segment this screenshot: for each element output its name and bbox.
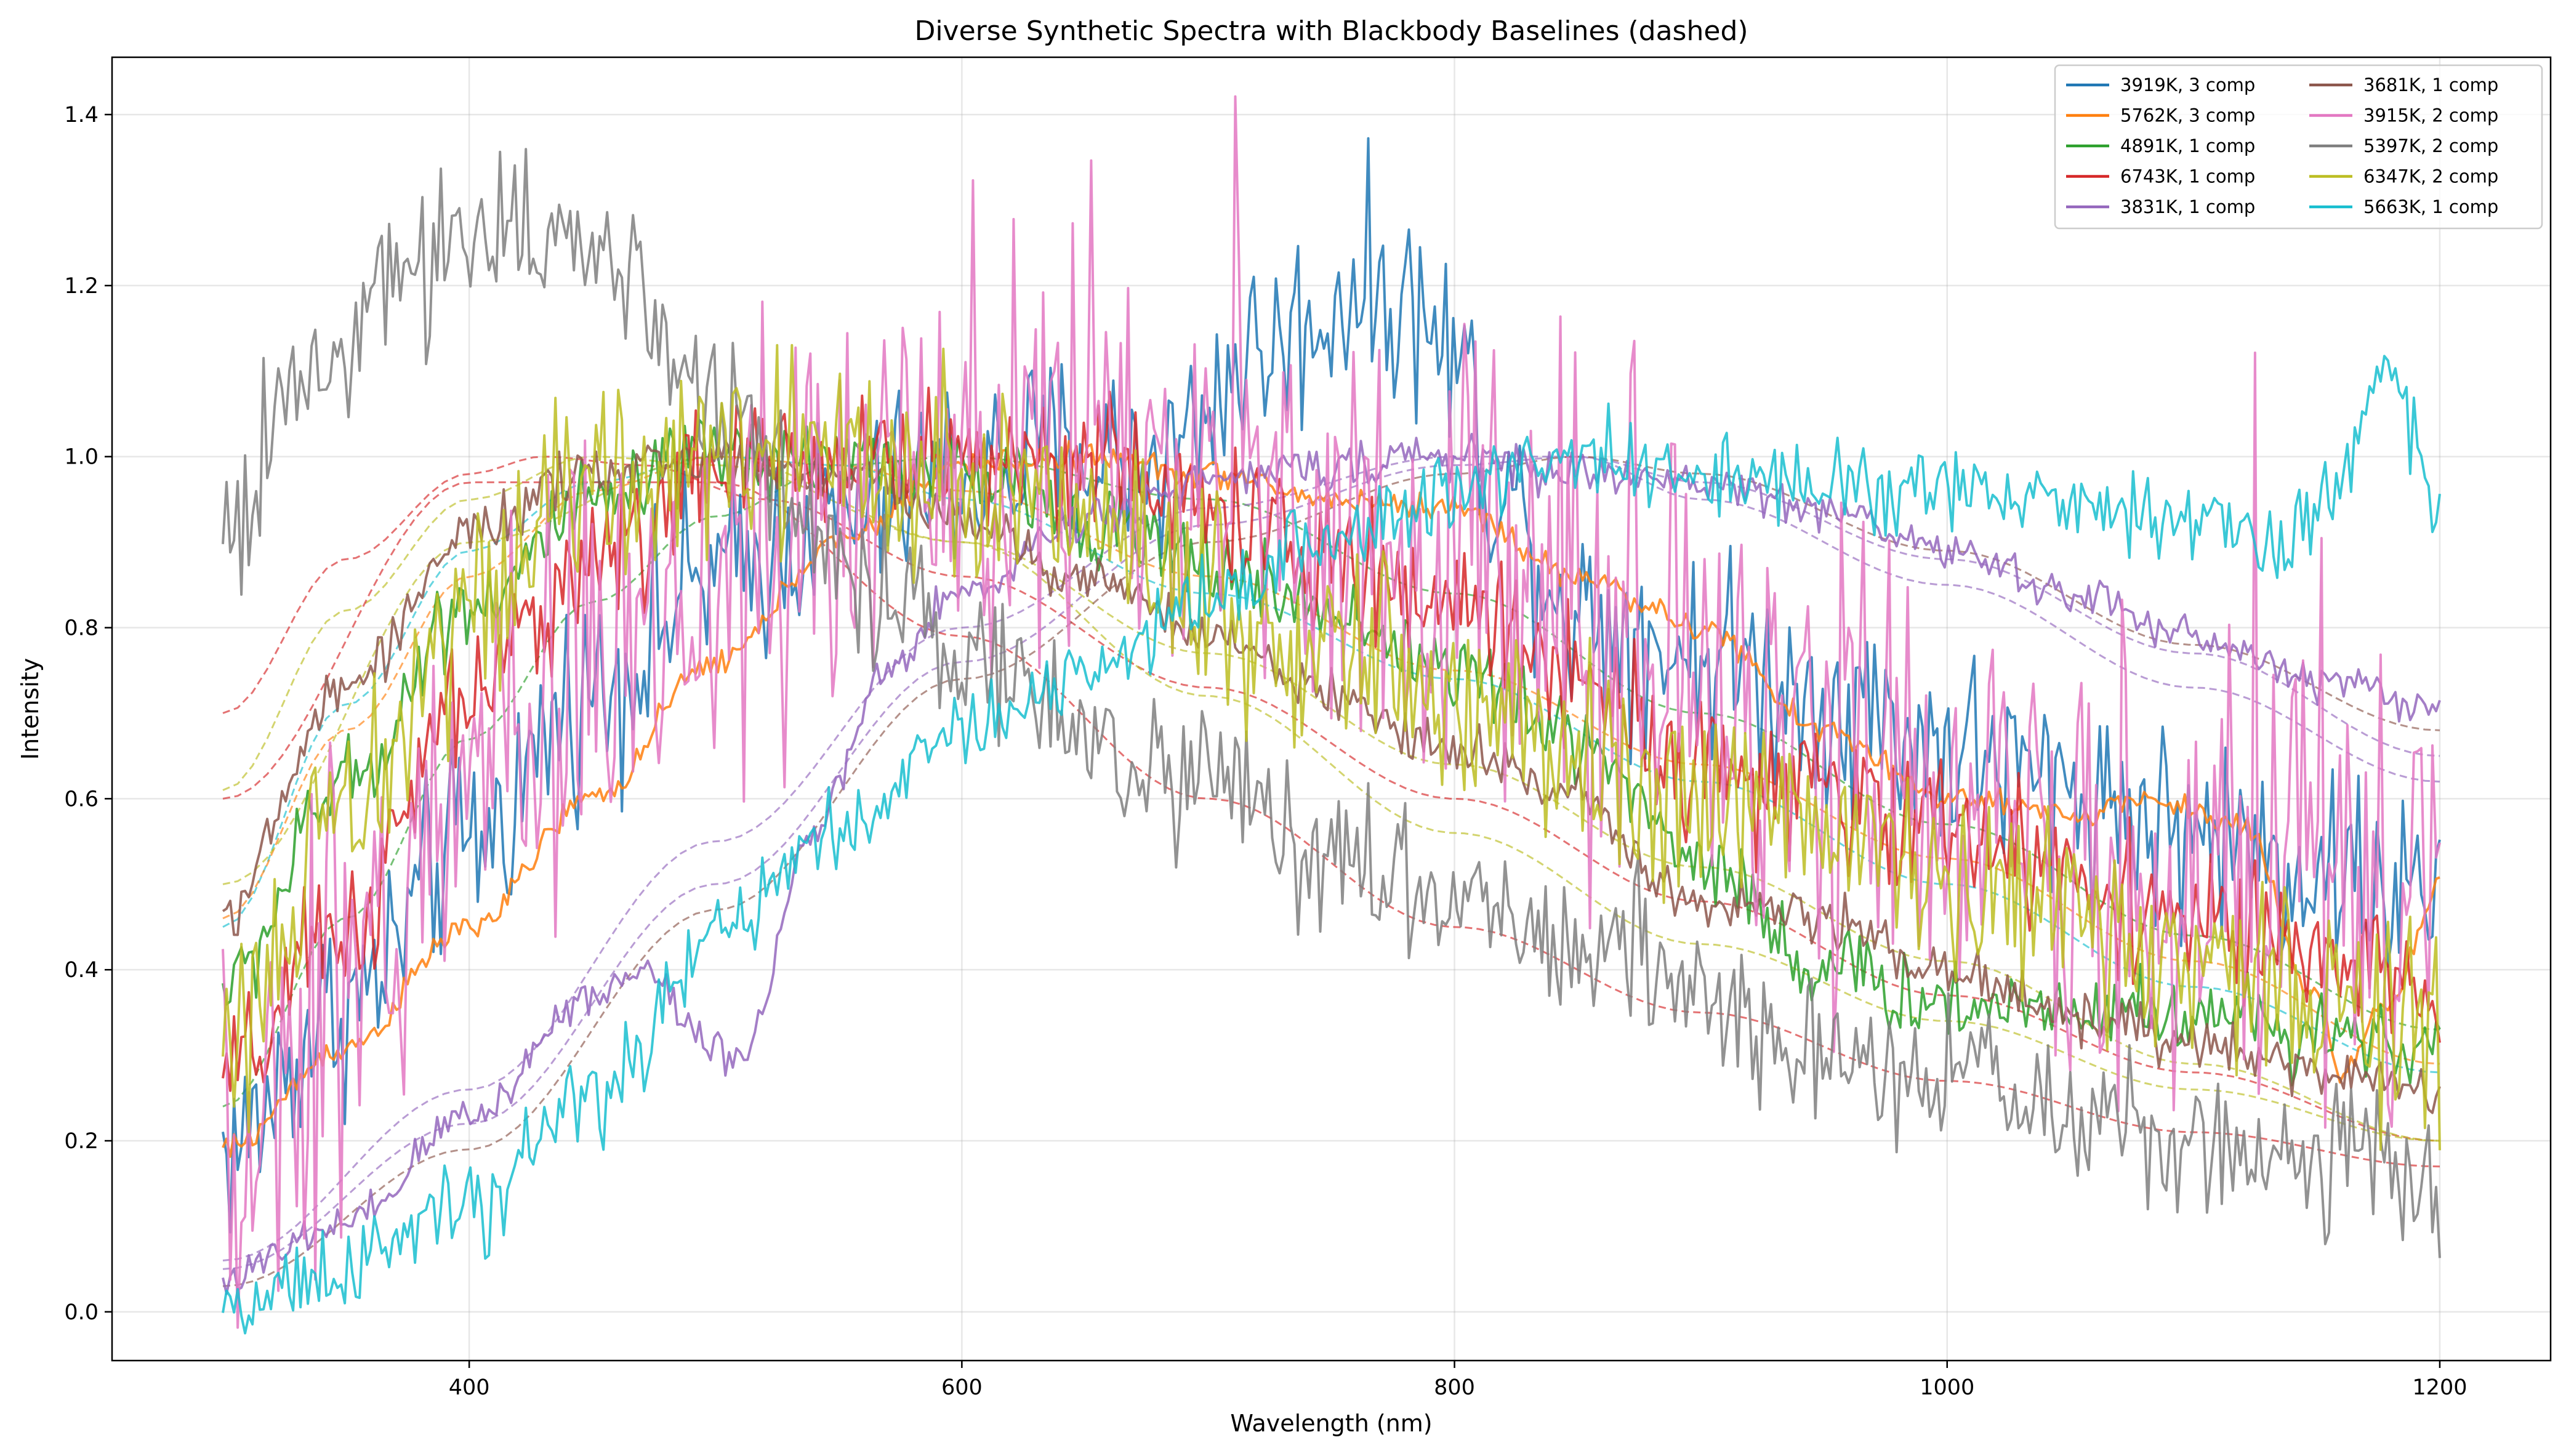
legend-label: 6347K, 2 comp: [2363, 166, 2498, 187]
legend-label: 4891K, 1 comp: [2120, 135, 2255, 156]
legend-label: 3919K, 3 comp: [2120, 74, 2255, 95]
legend-label: 3831K, 1 comp: [2120, 196, 2255, 217]
baseline-line: [222, 456, 2440, 1142]
x-tick-label: 600: [941, 1375, 983, 1400]
legend-label: 5762K, 3 comp: [2120, 105, 2255, 126]
x-tick-label: 1000: [1920, 1375, 1974, 1400]
chart-title: Diverse Synthetic Spectra with Blackbody…: [914, 15, 1748, 47]
baseline-line: [222, 456, 2440, 1270]
y-tick-label: 0.8: [64, 616, 99, 641]
y-tick-label: 0.6: [64, 787, 99, 811]
series-line: [222, 355, 2441, 1335]
y-tick-label: 0.4: [64, 958, 99, 983]
y-axis-ticks: 0.0 0.2 0.4 0.6 0.8 1.0 1.2 1.4: [64, 103, 112, 1325]
series-line: [222, 344, 2441, 1151]
spectra-series: [222, 95, 2441, 1335]
y-tick-label: 0.2: [64, 1129, 99, 1154]
series-line: [222, 137, 2441, 1234]
x-tick-label: 800: [1434, 1375, 1475, 1400]
x-tick-label: 400: [449, 1375, 490, 1400]
series-line: [222, 95, 2441, 1329]
plot-frame: [111, 56, 2552, 1362]
baseline-line: [222, 456, 2440, 1287]
x-axis-label: Wavelength (nm): [1230, 1410, 1432, 1437]
y-tick-label: 0.0: [64, 1300, 99, 1325]
y-axis-label: Intensity: [17, 658, 44, 760]
x-tick-label: 1200: [2412, 1375, 2467, 1400]
x-axis-ticks: 400 600 800 1000 1200: [449, 1361, 2467, 1400]
y-tick-label: 1.4: [64, 103, 99, 127]
legend-label: 5663K, 1 comp: [2363, 196, 2498, 217]
y-tick-label: 1.2: [64, 274, 99, 299]
legend-box: [2054, 64, 2543, 230]
series-line: [222, 387, 2441, 1092]
series-line: [222, 440, 2440, 1158]
legend-label: 3681K, 1 comp: [2363, 74, 2498, 95]
y-tick-label: 1.0: [64, 445, 99, 470]
series-line: [222, 433, 2441, 1295]
legend-label: 5397K, 2 comp: [2363, 135, 2498, 156]
legend: 3919K, 3 comp 5762K, 3 comp 4891K, 1 comp 6…: [2054, 64, 2543, 230]
legend-label: 6743K, 1 comp: [2120, 166, 2255, 187]
legend-label: 3915K, 2 comp: [2363, 105, 2498, 126]
series-line: [222, 148, 2441, 1258]
